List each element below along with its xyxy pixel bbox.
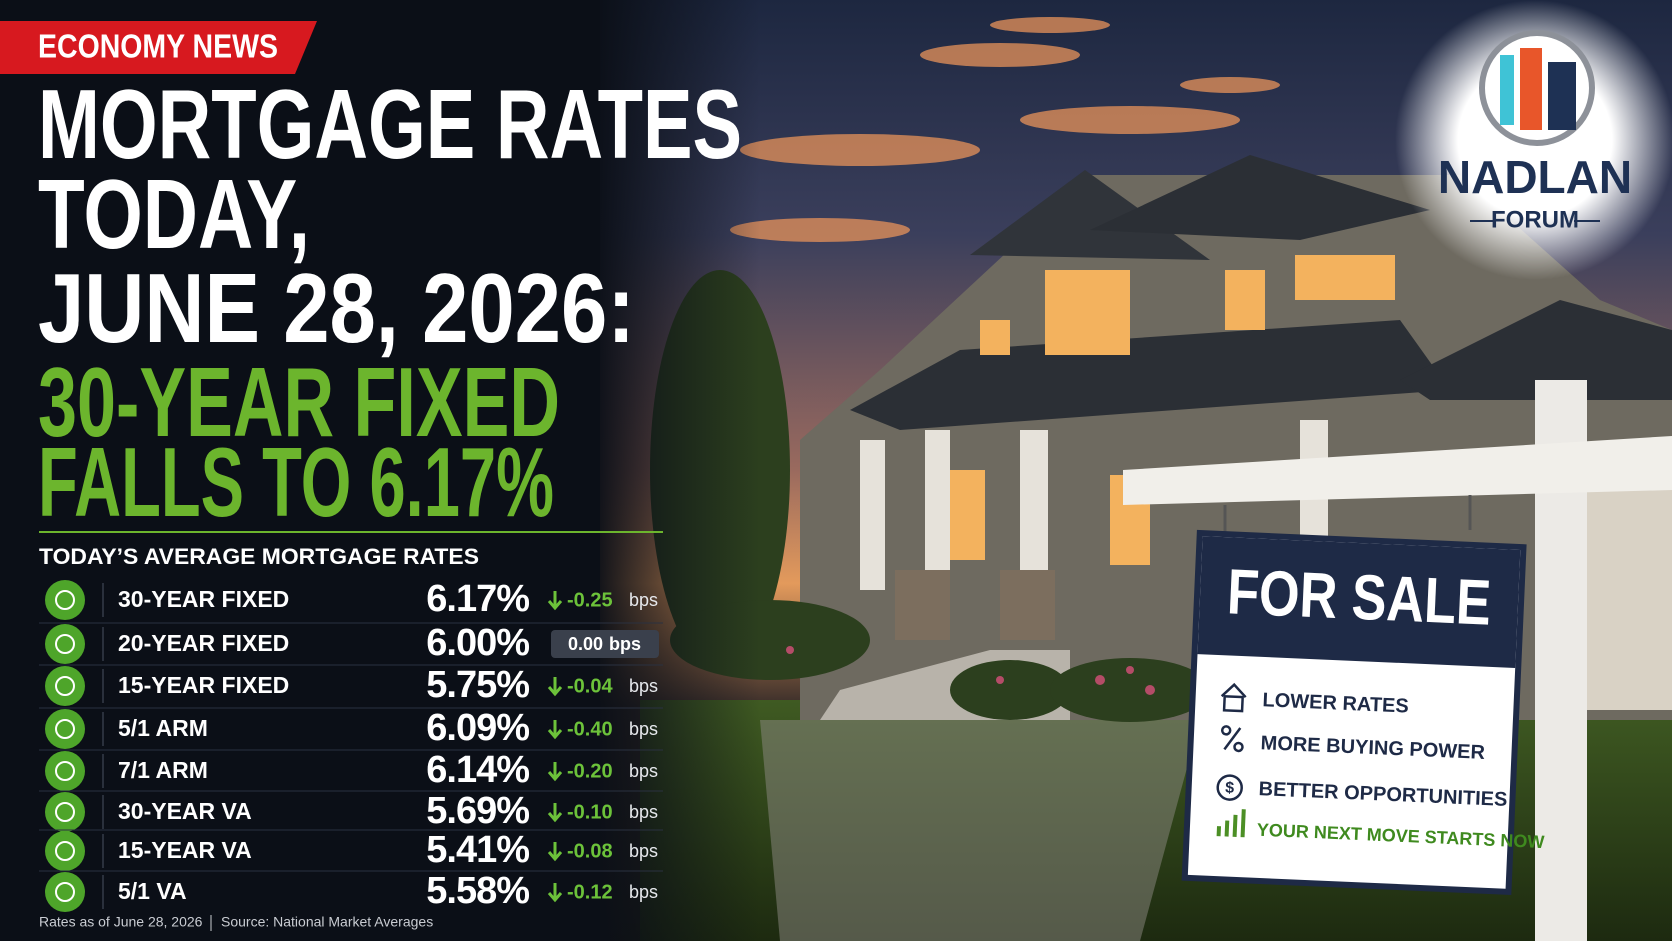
rate-unit: bps <box>629 761 658 781</box>
badge-bg <box>0 21 317 74</box>
row-icon <box>45 792 85 832</box>
rate-change: -0.25 <box>567 589 613 611</box>
rate-value: 6.14% <box>426 749 529 791</box>
row-icon <box>45 831 85 871</box>
row-icon-inner <box>55 882 75 902</box>
rate-value: 5.75% <box>426 664 529 706</box>
rate-unit: bps <box>629 882 658 902</box>
rate-unit: bps <box>629 841 658 861</box>
down-arrow <box>547 762 563 782</box>
rate-name: 30-YEAR FIXED <box>118 586 289 612</box>
down-arrow <box>547 720 563 740</box>
rate-change: -0.20 <box>567 760 613 782</box>
badge: ECONOMY NEWS <box>38 28 278 65</box>
rate-name: 15-YEAR FIXED <box>118 672 289 698</box>
row-icon-inner <box>55 719 75 739</box>
row-icon <box>45 666 85 706</box>
rate-name: 30-YEAR VA <box>118 798 252 824</box>
rate-change: -0.08 <box>567 840 613 862</box>
down-arrow <box>547 842 563 862</box>
row-icon-inner <box>55 634 75 654</box>
title-line: MORTGAGE RATES <box>38 69 742 179</box>
rate-value: 5.41% <box>426 829 529 871</box>
row-icon <box>45 751 85 791</box>
rate-value: 6.17% <box>426 578 529 620</box>
rate-unit: bps <box>609 634 641 654</box>
rate-name: 5/1 ARM <box>118 715 208 741</box>
logo: NADLAN FORUM <box>1395 0 1672 280</box>
sign-title: FOR SALE <box>1226 555 1493 638</box>
rate-change: -0.40 <box>567 718 613 740</box>
dark-panel <box>0 0 760 941</box>
title-line: TODAY, <box>38 159 310 269</box>
row-icon-inner <box>55 590 75 610</box>
rate-change: -0.10 <box>567 801 613 823</box>
rate-table: 30-YEAR FIXED 6.17% -0.25 bps 20-YEAR FIXED 6… <box>39 578 663 912</box>
rate-change: -0.12 <box>567 881 613 903</box>
row-icon-inner <box>55 676 75 696</box>
rate-name: 20-YEAR FIXED <box>118 630 289 656</box>
row-icon-inner <box>55 841 75 861</box>
rate-value: 5.58% <box>426 870 529 912</box>
table-title: TODAY’S AVERAGE MORTGAGE RATES <box>39 544 479 569</box>
rate-name: 5/1 VA <box>118 878 187 904</box>
row-icon-inner <box>55 761 75 781</box>
flat-box <box>551 630 659 658</box>
rate-value: 6.09% <box>426 707 529 749</box>
row-icon <box>45 624 85 664</box>
row-icon <box>45 872 85 912</box>
footer-date: Rates as of June 28, 2026 <box>39 914 203 930</box>
rate-name: 15-YEAR VA <box>118 837 252 863</box>
headline-line: 30-YEAR FIXED <box>38 347 560 457</box>
down-arrow <box>547 803 563 823</box>
down-arrow <box>547 677 563 697</box>
logo-name: NADLAN <box>1438 151 1632 203</box>
row-icon <box>45 580 85 620</box>
logo-sub: FORUM <box>1491 206 1579 233</box>
headline-line: FALLS TO 6.17% <box>38 427 554 537</box>
down-arrow <box>547 883 563 903</box>
rate-unit: bps <box>629 676 658 696</box>
footer-source: Source: National Market Averages <box>221 914 433 930</box>
sign: FOR SALE $ LOWER RATES MORE BUYING POWER… <box>1123 380 1672 941</box>
down-arrow <box>547 591 563 611</box>
rate-name: 7/1 ARM <box>118 757 208 783</box>
rate-change: -0.04 <box>567 675 613 697</box>
row-icon <box>45 709 85 749</box>
rate-value: 5.69% <box>426 790 529 832</box>
rate-value: 6.00% <box>426 622 529 664</box>
rate-change: 0.00 <box>568 634 603 654</box>
svg-text:$: $ <box>1225 780 1235 797</box>
row-icon-inner <box>55 802 75 822</box>
rate-unit: bps <box>629 802 658 822</box>
title-line: JUNE 28, 2026: <box>38 253 635 363</box>
rate-unit: bps <box>629 590 658 610</box>
rate-unit: bps <box>629 719 658 739</box>
